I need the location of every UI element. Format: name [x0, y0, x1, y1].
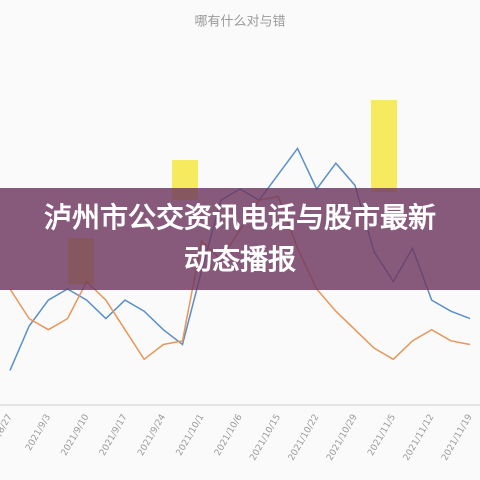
- annotation-box: [371, 100, 397, 192]
- banner-title: 泸州市公交资讯电话与股市最新动态播报: [43, 201, 436, 276]
- banner: 泸州市公交资讯电话与股市最新动态播报: [0, 188, 480, 290]
- chart-title: 哪有什么对与错: [194, 15, 285, 30]
